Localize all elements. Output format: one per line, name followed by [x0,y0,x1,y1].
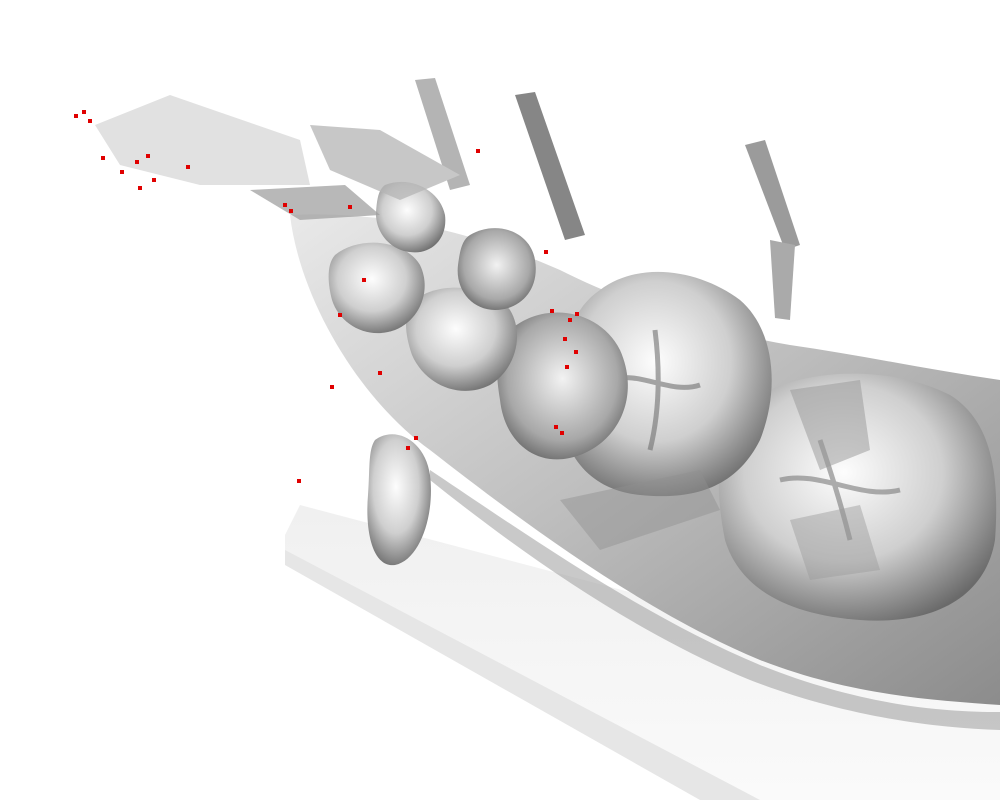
outlier-point [568,318,572,322]
mesh-fragment [367,434,431,566]
noise-streak-2 [515,92,585,240]
noise-streak-5 [250,185,380,220]
outlier-point [575,312,579,316]
outlier-point [563,337,567,341]
anterior-tooth-4 [375,181,446,253]
noise-patch-rear [790,505,880,580]
molar-rear [718,373,997,621]
outlier-point [82,110,86,114]
outlier-point [378,371,382,375]
outlier-point [146,154,150,158]
outlier-point [348,205,352,209]
outlier-point [152,178,156,182]
anterior-tooth-1 [406,287,518,391]
outlier-point [565,365,569,369]
outlier-point [330,385,334,389]
outlier-point [362,278,366,282]
outlier-point [289,209,293,213]
anterior-tooth-2 [328,242,425,334]
noise-patch-molar [790,380,870,470]
base-platform-edge [285,550,760,800]
noise-streak-4 [770,240,795,320]
outlier-points [74,110,579,483]
outlier-point [186,165,190,169]
outlier-point [544,250,548,254]
outlier-point [283,203,287,207]
outlier-point [550,309,554,313]
anterior-tooth-3 [457,228,536,310]
outlier-point [120,170,124,174]
outlier-point [414,436,418,440]
base-platform [285,505,1000,800]
outlier-point [101,156,105,160]
outlier-point [74,114,78,118]
noise-streak-3 [745,140,800,250]
outlier-point [560,431,564,435]
outlier-point [88,119,92,123]
outlier-point [138,186,142,190]
noise-patch-gum [560,470,720,550]
outlier-point [476,149,480,153]
noise-streak-6 [310,125,460,200]
point-cloud-noise [95,78,880,580]
noise-streak-upper-left [95,95,310,185]
outlier-point [574,350,578,354]
outlier-point [554,425,558,429]
outlier-point [338,313,342,317]
outlier-point [135,160,139,164]
premolar [497,312,628,460]
noise-streak-1 [415,78,470,190]
outlier-point [297,479,301,483]
outlier-point [406,446,410,450]
